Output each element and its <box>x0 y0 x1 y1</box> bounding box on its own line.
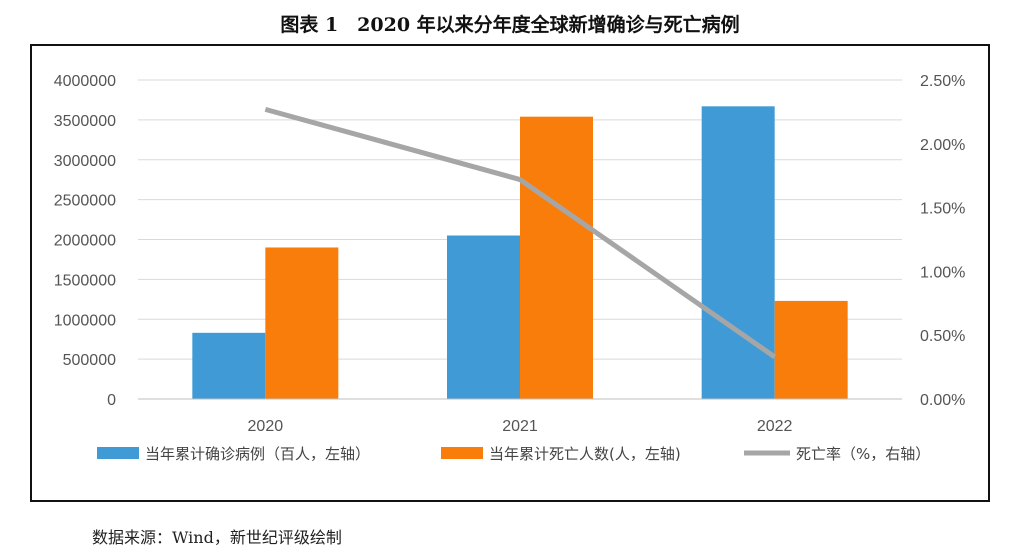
left-tick-label: 0 <box>107 392 116 409</box>
legend: 当年累计确诊病例（百人，左轴） 当年累计死亡人数(人，左轴) 死亡率（%，右轴） <box>97 445 930 463</box>
left-tick-label: 3500000 <box>54 113 116 130</box>
bar-confirmed <box>192 332 266 399</box>
left-tick-label: 2500000 <box>54 193 116 210</box>
legend-swatch <box>441 447 483 459</box>
x-tick-label: 2021 <box>502 418 538 435</box>
bar-confirmed <box>447 235 520 399</box>
right-tick-label: 2.00% <box>920 137 965 154</box>
left-tick-label: 1500000 <box>54 272 116 289</box>
left-tick-label: 500000 <box>63 352 116 369</box>
bars <box>192 106 848 399</box>
left-tick-label: 1000000 <box>54 312 116 329</box>
bar-confirmed <box>701 106 775 399</box>
right-axis-ticks: 0.00% 0.50% 1.00% 1.50% 2.00% 2.50% <box>920 73 965 409</box>
legend-swatch <box>97 447 139 459</box>
death-rate-line <box>264 106 777 359</box>
x-axis-ticks: 2020 2021 2022 <box>248 418 793 435</box>
left-tick-label: 2000000 <box>54 233 116 250</box>
x-tick-label: 2020 <box>248 418 284 435</box>
chart-frame <box>30 44 990 502</box>
bar-deaths <box>265 247 339 399</box>
legend-label: 死亡率（%，右轴） <box>796 445 930 463</box>
bar-deaths <box>520 116 593 399</box>
right-tick-label: 0.00% <box>920 392 965 409</box>
legend-label: 当年累计死亡人数(人，左轴) <box>489 445 681 463</box>
chart-title: 图表 1 2020 年以来分年度全球新增确诊与死亡病例 <box>280 14 740 36</box>
bar-deaths <box>774 300 848 399</box>
right-tick-label: 0.50% <box>920 328 965 345</box>
left-axis-ticks: 0 500000 1000000 1500000 2000000 2500000 30000… <box>54 73 116 409</box>
x-tick-label: 2022 <box>757 418 793 435</box>
left-tick-label: 4000000 <box>54 73 116 90</box>
source-note: 数据来源：Wind，新世纪评级绘制 <box>92 528 342 547</box>
right-tick-label: 2.50% <box>920 73 965 90</box>
left-tick-label: 3000000 <box>54 153 116 170</box>
right-tick-label: 1.00% <box>920 264 965 281</box>
legend-label: 当年累计确诊病例（百人，左轴） <box>145 445 370 463</box>
right-tick-label: 1.50% <box>920 201 965 218</box>
